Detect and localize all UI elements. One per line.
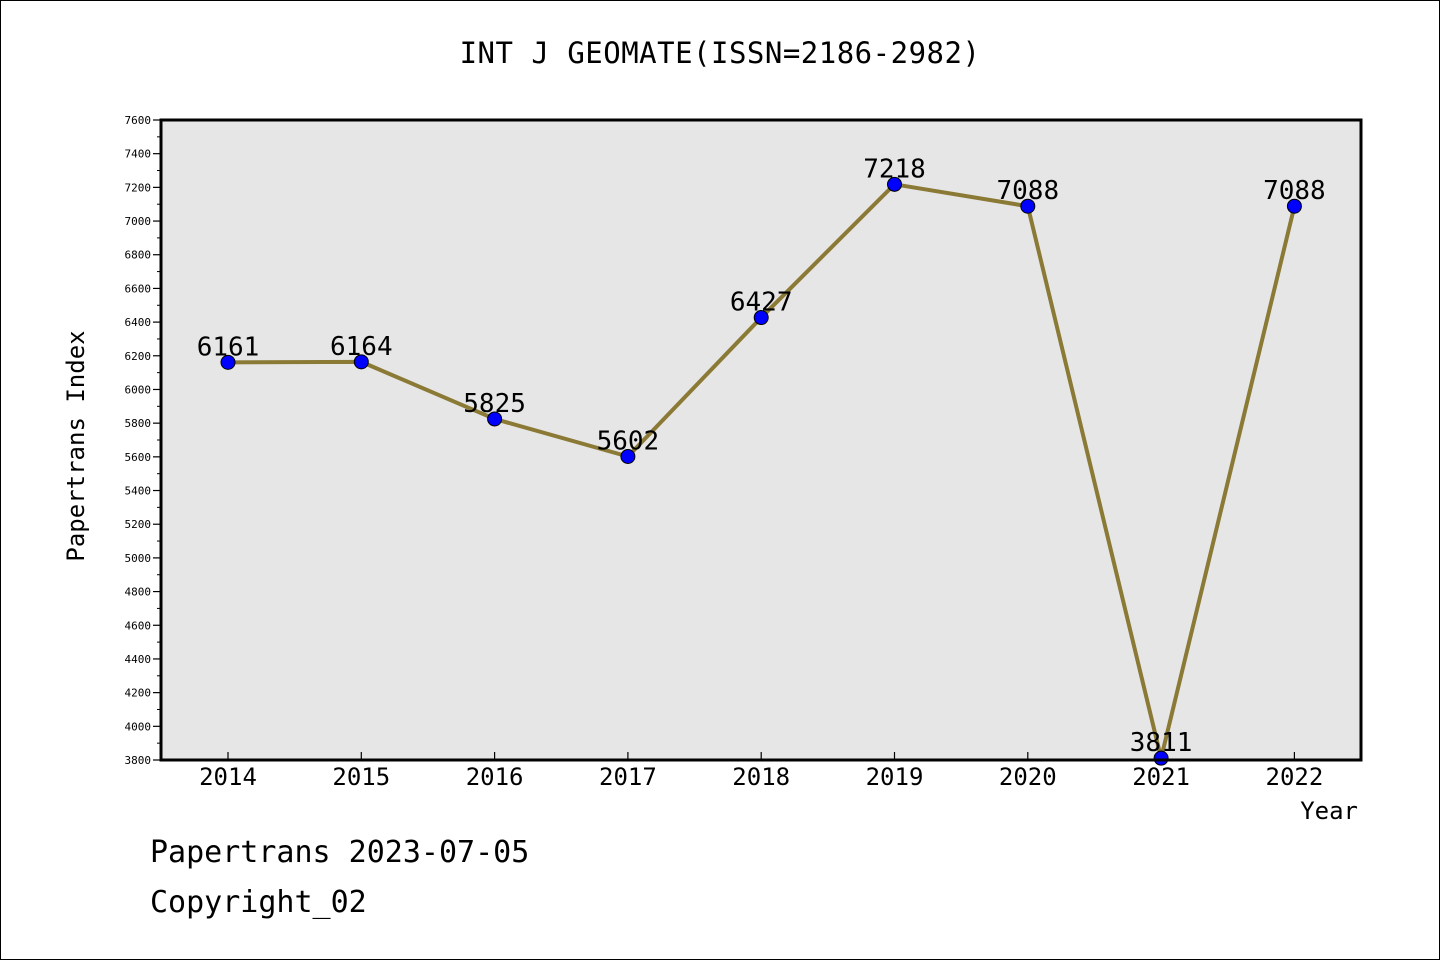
y-tick-label: 6400 [125, 316, 152, 329]
data-label: 5602 [597, 427, 660, 457]
data-point [753, 310, 769, 326]
footer-copyright: Copyright_02 [150, 885, 367, 920]
data-label: 7218 [863, 154, 926, 184]
data-point [487, 411, 503, 427]
x-tick-label: 2017 [599, 763, 657, 791]
x-axis-label: Year [1300, 797, 1358, 825]
y-tick-label: 5800 [125, 417, 152, 430]
x-tick-label: 2018 [732, 763, 790, 791]
data-point [1153, 750, 1169, 766]
data-label: 5825 [463, 389, 526, 419]
y-tick-label: 7400 [125, 148, 152, 161]
y-axis: 3800 4000 4200 4400 4600 4800 5000 5200 5400 5600… [125, 114, 161, 767]
y-tick-label: 5200 [125, 518, 152, 531]
series-group: 6161 6164 5825 5602 6427 7218 7088 3811 7088 [197, 154, 1326, 766]
y-tick-label: 6800 [125, 249, 152, 262]
y-tick-label: 7600 [125, 114, 152, 127]
y-tick-label: 7000 [125, 215, 152, 228]
data-point [887, 176, 902, 192]
y-tick-label: 4800 [125, 586, 152, 599]
data-point [220, 354, 236, 370]
data-label: 6427 [730, 288, 793, 318]
y-tick-label: 5600 [125, 451, 152, 464]
data-point [1286, 198, 1302, 214]
y-tick-label: 6000 [125, 383, 152, 396]
x-tick-label: 2021 [1132, 763, 1190, 791]
x-axis: 2014 2015 2016 2017 2018 2019 2020 2021 2022 [199, 752, 1323, 791]
y-tick-label: 4000 [125, 720, 152, 733]
data-label: 6164 [330, 332, 393, 362]
data-point [620, 449, 636, 465]
plot-area [161, 120, 1361, 760]
y-tick-label: 4400 [125, 653, 152, 666]
data-point [1020, 198, 1036, 214]
x-tick-label: 2022 [1266, 763, 1324, 791]
y-tick-label: 5400 [125, 485, 152, 498]
y-axis-label: Papertrans Index [62, 330, 90, 562]
data-label: 7088 [1263, 176, 1326, 206]
footer-date: Papertrans 2023-07-05 [150, 835, 530, 870]
x-tick-label: 2016 [466, 763, 524, 791]
y-tick-label: 5000 [125, 552, 152, 565]
x-tick-label: 2014 [199, 763, 257, 791]
x-tick-label: 2015 [332, 763, 390, 791]
chart-title: INT J GEOMATE(ISSN=2186-2982) [459, 36, 981, 70]
data-label: 7088 [996, 176, 1059, 206]
data-label: 3811 [1130, 728, 1193, 758]
y-tick-label: 4600 [125, 619, 152, 632]
y-tick-label: 4200 [125, 687, 152, 700]
y-tick-label: 7200 [125, 181, 152, 194]
x-tick-label: 2019 [866, 763, 924, 791]
plot-border [159, 118, 1363, 762]
data-point [353, 354, 369, 370]
x-tick-label: 2020 [999, 763, 1057, 791]
y-tick-label: 6200 [125, 350, 152, 363]
y-tick-label: 6600 [125, 282, 152, 295]
data-label: 6161 [197, 332, 260, 362]
y-tick-label: 3800 [125, 754, 152, 767]
